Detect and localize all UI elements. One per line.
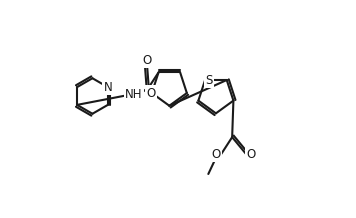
Text: O: O (247, 148, 256, 161)
Text: NH: NH (125, 89, 142, 101)
Text: O: O (212, 148, 221, 161)
Text: S: S (205, 73, 213, 87)
Text: N: N (104, 81, 112, 94)
Text: O: O (146, 87, 155, 100)
Text: O: O (142, 54, 151, 67)
